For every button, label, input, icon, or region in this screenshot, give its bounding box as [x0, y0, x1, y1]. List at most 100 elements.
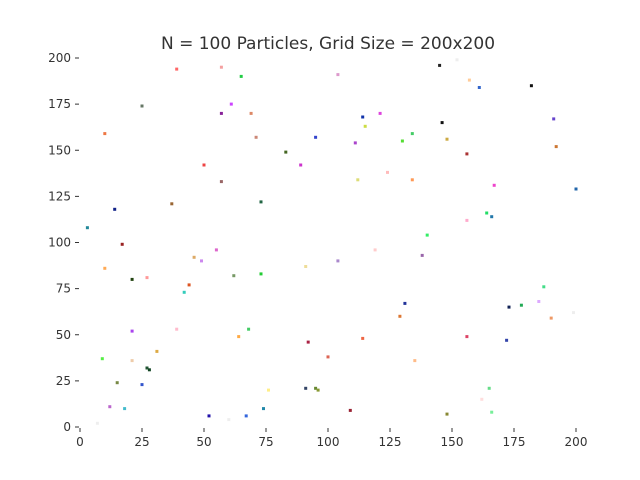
particle-point	[200, 259, 203, 263]
particle-point	[182, 290, 186, 294]
particle-point	[505, 338, 509, 342]
y-tick-label: 200	[48, 51, 71, 65]
particle-point	[214, 248, 218, 252]
particle-point	[361, 336, 365, 340]
particle-point	[326, 355, 330, 359]
particle-point	[465, 218, 469, 222]
particle-point	[247, 327, 251, 331]
y-tick-label: 75	[56, 282, 71, 296]
particle-point	[108, 405, 112, 409]
x-tick-label: 175	[503, 435, 526, 449]
particle-point	[304, 386, 308, 390]
particle-point	[130, 359, 134, 363]
particle-point	[239, 74, 243, 78]
y-tick-label: 25	[56, 374, 71, 388]
particle-point	[170, 202, 174, 206]
particle-point	[140, 104, 144, 108]
particle-point	[485, 211, 489, 215]
particle-point	[537, 300, 541, 303]
particle-point	[244, 414, 248, 418]
particle-point	[398, 314, 402, 318]
particle-point	[440, 121, 444, 125]
y-tick-label: 50	[56, 328, 71, 342]
particle-point	[115, 381, 119, 385]
particle-point	[140, 383, 144, 387]
particle-point	[100, 357, 104, 361]
x-tick-label: 125	[379, 435, 402, 449]
particles-layer	[85, 58, 578, 425]
particle-point	[420, 253, 424, 257]
particle-point	[480, 397, 484, 401]
particle-point	[348, 408, 352, 412]
particle-point	[227, 418, 231, 422]
particle-point	[219, 65, 223, 69]
particle-point	[123, 407, 127, 411]
particle-point	[299, 163, 303, 167]
particle-point	[542, 285, 546, 289]
particle-point	[155, 349, 159, 353]
particle-point	[410, 178, 414, 182]
particle-point	[467, 78, 471, 82]
particle-point	[219, 111, 223, 115]
particle-point	[465, 335, 469, 339]
particle-point	[363, 124, 367, 128]
x-tick-label: 150	[441, 435, 464, 449]
x-axis: 0 25 50 75 100 125 150 175 200	[76, 428, 587, 449]
particle-point	[284, 150, 288, 154]
particle-point	[207, 414, 211, 418]
particle-point	[314, 386, 318, 390]
particle-point	[192, 255, 196, 259]
particle-point	[490, 410, 494, 414]
particle-point	[386, 170, 389, 174]
y-tick-label: 100	[48, 236, 71, 250]
particle-point	[425, 233, 429, 237]
particle-point	[249, 111, 253, 115]
particle-point	[552, 117, 556, 121]
particle-point	[465, 152, 469, 156]
particle-point	[113, 207, 117, 211]
particle-point	[519, 303, 523, 307]
particle-point	[175, 327, 179, 331]
particle-point	[103, 266, 107, 270]
particle-point	[445, 137, 449, 141]
particle-point	[120, 242, 124, 246]
particle-point	[373, 248, 377, 252]
particle-point	[574, 187, 578, 191]
particle-point	[103, 132, 107, 136]
particle-point	[85, 226, 89, 230]
particle-point	[507, 305, 511, 309]
particle-point	[229, 102, 233, 106]
particle-point	[549, 316, 553, 320]
y-axis: 0 25 50 75 100 125 150 175 200	[48, 51, 79, 434]
particle-point	[219, 180, 223, 184]
particle-point	[259, 200, 263, 204]
y-tick-label: 125	[48, 189, 71, 203]
particle-point	[529, 84, 533, 88]
particle-point	[237, 335, 241, 339]
particle-point	[130, 277, 134, 281]
particle-point	[130, 329, 134, 333]
y-tick-label: 175	[48, 97, 71, 111]
x-tick-label: 25	[134, 435, 149, 449]
particle-point	[316, 388, 320, 392]
particle-point	[336, 73, 340, 77]
x-tick-label: 75	[258, 435, 273, 449]
x-tick-label: 200	[565, 435, 588, 449]
particle-point	[356, 178, 360, 182]
particle-point	[438, 63, 442, 67]
particle-point	[490, 215, 494, 219]
x-tick-label: 100	[317, 435, 340, 449]
particle-point	[477, 86, 481, 89]
y-tick-label: 0	[63, 420, 71, 434]
particle-point	[95, 421, 99, 425]
particle-point	[492, 183, 496, 187]
particle-point	[455, 58, 459, 62]
particle-point	[445, 412, 449, 416]
particle-point	[262, 407, 265, 411]
particle-point	[487, 386, 491, 390]
particle-point	[413, 359, 417, 363]
x-tick-label: 50	[196, 435, 211, 449]
particle-point	[403, 301, 407, 305]
